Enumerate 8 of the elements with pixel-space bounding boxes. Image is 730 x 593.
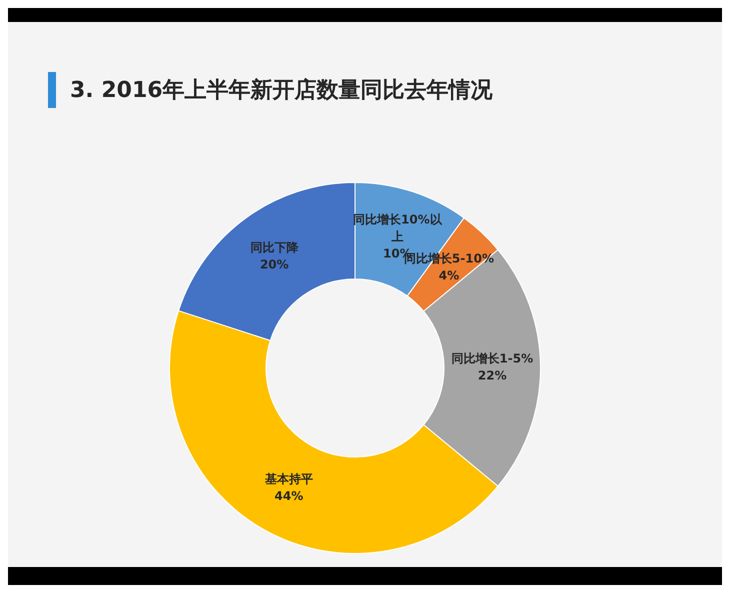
data-label: 4% [438,268,460,283]
data-label: 44% [274,488,304,503]
slice-label: 基本持平 [264,472,313,486]
data-label: 20% [260,258,289,272]
slice-label: 同比下降 [250,240,300,255]
slice-label: 同比增长1-5% [451,352,534,366]
data-label: 22% [478,368,507,383]
chart-title: 3. 2016年上半年新开店数量同比去年情况 [70,76,493,105]
